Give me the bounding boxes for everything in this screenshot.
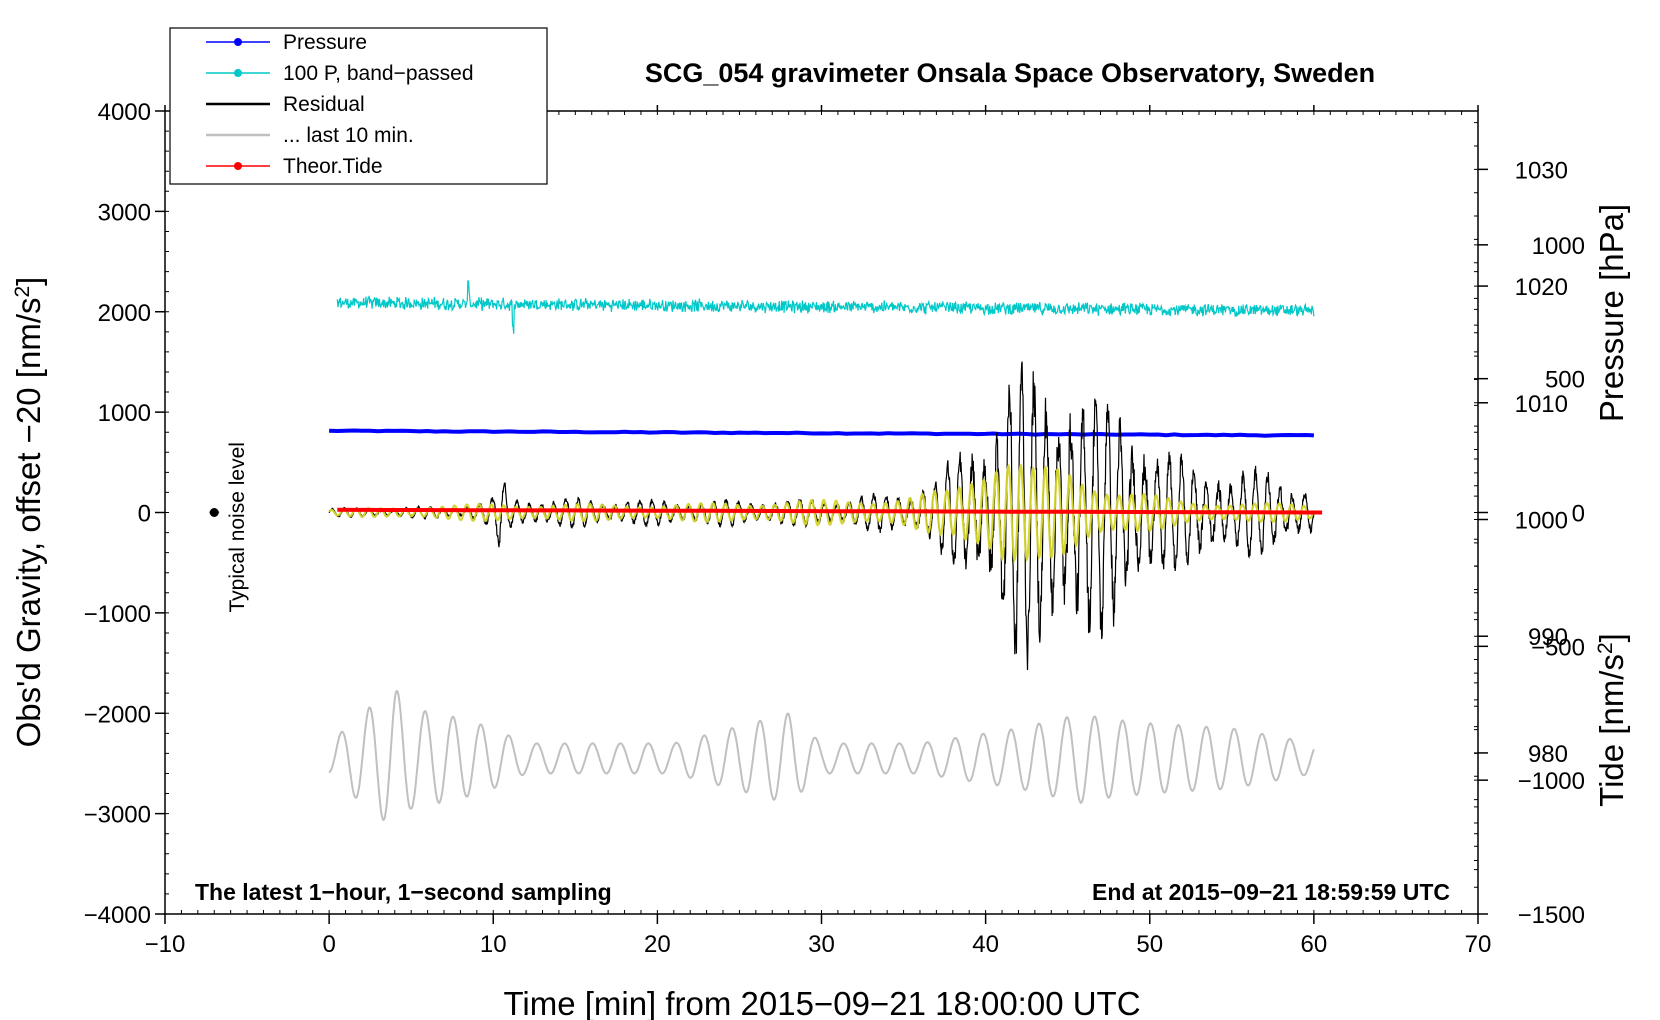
footer-left: The latest 1−hour, 1−second sampling [195, 879, 612, 905]
x-tick-label: 20 [644, 931, 671, 958]
y-axis-title-tide: Tide [nm/s2] [1593, 633, 1630, 807]
legend-item: Residual [206, 93, 365, 116]
tide-tick-label: 1000 [1532, 233, 1585, 260]
y-tick-label: 2000 [98, 300, 151, 327]
y-tick-label: 4000 [98, 99, 151, 126]
x-tick-label: −10 [145, 931, 186, 958]
y-tick-label: 1000 [98, 400, 151, 427]
x-tick-label: 40 [972, 931, 999, 958]
y-tick-label: 0 [138, 501, 151, 528]
y-axis-title-pressure: Pressure [hPa] [1593, 204, 1630, 422]
legend-swatch-dot [234, 162, 242, 170]
pressure-tick-label: 1000 [1515, 508, 1568, 535]
y-tick-label: −4000 [84, 902, 151, 929]
y-axis-title-left: Obs'd Gravity, offset −20 [nm/s2] [10, 277, 47, 748]
y-axis-title-tide-sup: 2 [1594, 642, 1617, 654]
legend-item: ... last 10 min. [206, 124, 414, 147]
legend-label: Residual [283, 93, 365, 116]
tide-tick-label: 500 [1545, 367, 1585, 394]
legend-label: Theor.Tide [283, 155, 383, 178]
legend: Pressure 100 P, band−passed Residual ... la… [169, 27, 548, 185]
legend-swatch-dot [234, 38, 242, 46]
series-pressure [329, 428, 1314, 438]
legend-label: Pressure [283, 31, 367, 54]
series-residual-filtered [328, 463, 1315, 563]
legend-item: 100 P, band−passed [206, 62, 474, 85]
series-theor-tide [337, 507, 1323, 515]
y-tick-label: −3000 [84, 802, 151, 829]
y-axis-title-left-sup: 2 [11, 286, 34, 298]
noise-point [209, 508, 219, 517]
pressure-tick-label: 990 [1528, 624, 1568, 651]
x-tick-label: 50 [1136, 931, 1163, 958]
tide-tick-label: 0 [1572, 501, 1585, 528]
tide-tick-label: −1500 [1518, 902, 1585, 929]
x-tick-label: 60 [1301, 931, 1328, 958]
y-axis-title-tide-main: Tide [nm/s [1593, 654, 1630, 807]
legend-swatch-dot [234, 69, 242, 77]
legend-label: ... last 10 min. [283, 124, 414, 147]
legend-item: Pressure [206, 31, 367, 54]
footer-right: End at 2015−09−21 18:59:59 UTC [1092, 879, 1450, 905]
y-tick-label: −2000 [84, 701, 151, 728]
legend-box [169, 27, 548, 185]
pressure-tick-label: 980 [1528, 741, 1568, 768]
y-tick-label: 3000 [98, 199, 151, 226]
legend-item: Theor.Tide [206, 155, 383, 178]
noise-label: Typical noise level [226, 442, 249, 612]
tide-tick-label: −1000 [1518, 768, 1585, 795]
x-axis-title: Time [min] from 2015−09−21 18:00:00 UTC [503, 985, 1140, 1020]
y-axis-title-left-tail: ] [10, 277, 47, 286]
tide-tick-label: −500 [1531, 634, 1585, 661]
x-tick-label: 70 [1465, 931, 1492, 958]
y-axis-title-tide-tail: ] [1593, 633, 1630, 642]
y-axis-title-left-main: Obs'd Gravity, offset −20 [nm/s [10, 298, 47, 748]
y-tick-label: −1000 [84, 601, 151, 628]
series-last-10-min [328, 690, 1315, 822]
series-residual [328, 361, 1315, 671]
pressure-tick-label: 1020 [1515, 274, 1568, 301]
legend-label: 100 P, band−passed [283, 62, 474, 85]
x-tick-label: 30 [808, 931, 835, 958]
pressure-tick-label: 1010 [1515, 391, 1568, 418]
series-100-p-band-passed [336, 279, 1315, 334]
x-tick-label: 0 [322, 931, 335, 958]
x-tick-label: 10 [480, 931, 507, 958]
chart-title: SCG_054 gravimeter Onsala Space Observat… [645, 58, 1375, 88]
pressure-tick-label: 1030 [1515, 157, 1568, 184]
